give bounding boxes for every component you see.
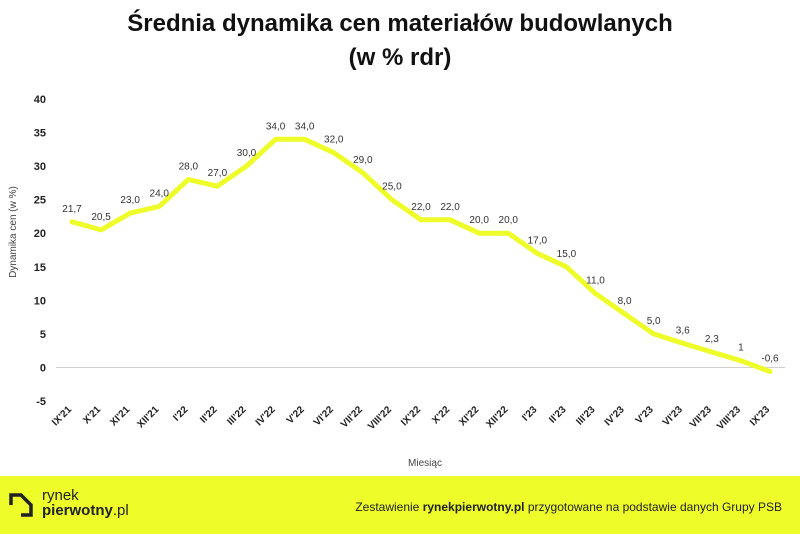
x-axis-label: Miesiąc <box>408 458 442 469</box>
x-tick-label: II'22 <box>198 404 220 426</box>
data-label: 30,0 <box>237 148 257 159</box>
source-note: Zestawienie rynekpierwotny.pl przygotowa… <box>355 500 782 514</box>
footer-bar: rynek pierwotny.pl Zestawienie rynekpier… <box>0 476 800 534</box>
y-tick-label: 0 <box>40 362 46 374</box>
logo-mark-icon <box>9 493 33 517</box>
y-tick-label: 20 <box>34 228 46 240</box>
data-label: 1 <box>738 343 744 354</box>
x-tick-label: VI'23 <box>661 404 685 428</box>
x-tick-label: XII'22 <box>484 404 510 430</box>
data-label: 22,0 <box>440 202 460 213</box>
x-tick-label: III'23 <box>574 404 598 428</box>
x-tick-label: VII'22 <box>339 404 365 430</box>
data-label: 20,0 <box>469 215 489 226</box>
data-label: -0,6 <box>761 353 779 364</box>
x-tick-label: V'22 <box>285 404 307 426</box>
data-label: 5,0 <box>647 316 661 327</box>
logo-text-line1: rynek <box>42 487 79 504</box>
data-label: 22,0 <box>411 202 431 213</box>
data-label: 23,0 <box>120 195 140 206</box>
x-tick-label: IX'22 <box>399 404 423 428</box>
x-tick-label: IV'22 <box>254 404 278 428</box>
logo-text-tld: .pl <box>112 502 129 519</box>
source-note-suffix: przygotowane na podstawie danych Grupy P… <box>524 500 782 514</box>
data-label: 21,7 <box>62 204 82 215</box>
y-tick-label: 40 <box>34 94 46 106</box>
chart-title-line1: Średnia dynamika cen materiałów budowlan… <box>127 10 673 37</box>
y-tick-label: 10 <box>34 295 46 307</box>
x-tick-label: III'22 <box>225 404 249 428</box>
y-tick-label: 5 <box>40 329 46 341</box>
y-axis-label: Dynamika cen (w %) <box>8 186 19 278</box>
data-label: 8,0 <box>618 296 632 307</box>
y-tick-label: 15 <box>34 262 46 274</box>
data-label: 24,0 <box>150 188 170 199</box>
x-tick-label: I'23 <box>520 404 540 424</box>
data-label: 25,0 <box>382 182 402 193</box>
x-tick-label: XI'22 <box>457 404 481 428</box>
data-label: 17,0 <box>528 235 548 246</box>
x-tick-label: IX'21 <box>50 404 74 428</box>
data-label: 2,3 <box>705 334 719 345</box>
line-chart: Dynamika cen (w %) Miesiąc -5 0 5 10 15 20 25 3… <box>8 94 785 469</box>
x-tick-label: VIII'22 <box>366 404 394 432</box>
logo-text-line2: pierwotny <box>42 502 113 519</box>
data-label: 20,0 <box>499 215 519 226</box>
x-tick-label: VIII'23 <box>715 404 743 432</box>
x-tick-label: VII'23 <box>688 404 714 430</box>
x-tick-label: XI'21 <box>108 404 132 428</box>
data-label: 27,0 <box>208 168 228 179</box>
x-tick-label: VI'22 <box>312 404 336 428</box>
data-label: 28,0 <box>179 162 199 173</box>
data-label: 11,0 <box>586 276 605 287</box>
chart-title-line2: (w % rdr) <box>348 44 452 71</box>
y-tick-label: -5 <box>36 396 46 408</box>
y-tick-label: 25 <box>34 195 46 207</box>
y-tick-label: 30 <box>34 161 46 173</box>
x-tick-label: XII'21 <box>135 404 161 430</box>
brand-logo: rynek pierwotny.pl <box>8 488 148 524</box>
series-line <box>69 136 773 374</box>
data-label: 20,5 <box>91 212 111 223</box>
source-note-brand: rynekpierwotny.pl <box>422 500 525 514</box>
data-label: 34,0 <box>295 121 315 132</box>
data-label: 3,6 <box>676 325 690 336</box>
x-tick-label: V'23 <box>634 404 656 426</box>
source-note-prefix: Zestawienie <box>355 500 423 514</box>
x-tick-label: IV'23 <box>603 404 627 428</box>
x-tick-label: I'22 <box>171 404 191 424</box>
x-tick-label: II'23 <box>547 404 569 426</box>
data-label: 15,0 <box>557 249 577 260</box>
y-tick-label: 35 <box>34 128 46 140</box>
data-label: 29,0 <box>353 155 373 166</box>
x-tick-label: IX'23 <box>748 404 772 428</box>
data-label: 34,0 <box>266 121 286 132</box>
x-tick-label: X'21 <box>81 404 103 426</box>
x-tick-label: X'22 <box>430 404 452 426</box>
data-label: 32,0 <box>324 135 344 146</box>
